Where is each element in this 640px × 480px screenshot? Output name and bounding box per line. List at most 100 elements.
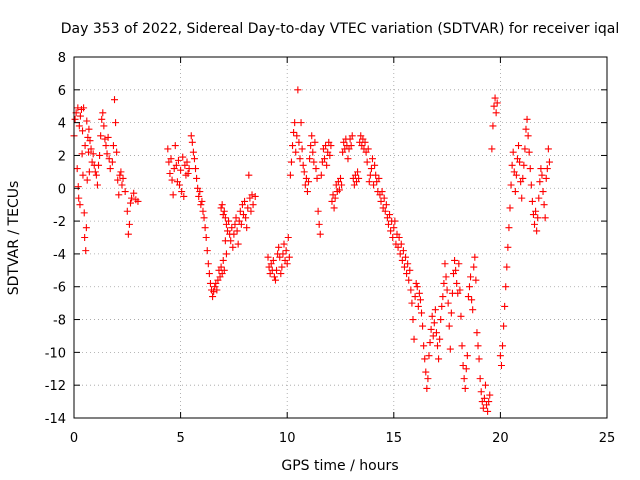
data-point [232, 214, 240, 222]
data-point [100, 122, 108, 130]
data-point [220, 207, 228, 215]
data-point [166, 170, 174, 178]
data-point [213, 286, 221, 294]
data-point [312, 165, 320, 173]
data-point [247, 207, 255, 215]
data-point [335, 186, 343, 194]
data-point [423, 384, 431, 392]
data-point [192, 165, 200, 173]
data-point [308, 132, 316, 140]
data-point [164, 145, 172, 153]
data-point [289, 142, 297, 150]
data-point [536, 178, 544, 186]
data-point [83, 176, 91, 184]
data-point [410, 335, 418, 343]
data-point [429, 332, 437, 340]
data-point [473, 329, 481, 337]
data-point [134, 197, 142, 205]
data-point [269, 256, 277, 264]
y-tick-label: -6 [53, 281, 66, 296]
data-point [545, 158, 553, 166]
data-point [78, 150, 86, 158]
data-point [279, 250, 287, 258]
data-point [398, 256, 406, 264]
data-point [427, 325, 435, 333]
data-point [390, 224, 398, 232]
data-point [486, 391, 494, 399]
y-tick-label: 4 [58, 117, 66, 132]
data-point [197, 201, 205, 209]
y-tick-label: -8 [53, 314, 66, 329]
data-point [490, 102, 498, 110]
data-point [209, 293, 217, 301]
data-point [92, 171, 100, 179]
data-point [425, 352, 433, 360]
plot-frame [73, 56, 608, 419]
data-point [287, 158, 295, 166]
data-point [348, 132, 356, 140]
data-point [80, 104, 88, 112]
data-point [271, 276, 279, 284]
data-point [305, 178, 313, 186]
data-point [436, 335, 444, 343]
data-point [114, 176, 122, 184]
data-point [338, 181, 346, 189]
data-point [528, 197, 536, 205]
data-point [377, 197, 385, 205]
data-point [503, 263, 511, 271]
y-tick-label: -12 [45, 379, 66, 394]
data-point [453, 279, 461, 287]
data-point [174, 156, 182, 164]
data-point [531, 220, 539, 228]
data-point [292, 148, 300, 156]
data-point [245, 171, 253, 179]
data-point [380, 194, 388, 202]
data-point [205, 270, 213, 278]
data-point [408, 299, 416, 307]
data-point [504, 243, 512, 251]
data-point [282, 247, 290, 255]
data-point [221, 214, 229, 222]
data-point [344, 155, 352, 163]
data-point [286, 171, 294, 179]
data-point [177, 166, 185, 174]
data-point [443, 286, 451, 294]
data-point [537, 165, 545, 173]
data-point [222, 250, 230, 258]
data-point [337, 174, 344, 182]
data-point [489, 122, 497, 130]
data-point [315, 220, 323, 228]
data-point [328, 197, 336, 205]
data-point [117, 168, 125, 176]
data-point [294, 86, 302, 94]
data-point [539, 188, 547, 196]
data-point [193, 174, 201, 182]
data-point [508, 161, 516, 169]
y-tick-label: -4 [53, 248, 66, 263]
data-point [102, 142, 110, 150]
x-tick-label: 5 [176, 431, 184, 446]
data-point [169, 191, 177, 199]
data-point [497, 361, 505, 369]
data-point [446, 345, 454, 353]
data-point [190, 155, 198, 163]
data-point [519, 174, 527, 182]
data-point [313, 174, 321, 182]
data-point [527, 181, 535, 189]
data-point [236, 207, 244, 215]
data-point [273, 266, 281, 274]
data-point [535, 194, 543, 202]
data-point [370, 181, 378, 189]
data-point [251, 192, 259, 200]
data-point [407, 286, 415, 294]
data-point [276, 253, 284, 261]
data-point [532, 207, 540, 215]
data-point [511, 188, 519, 196]
data-point [81, 234, 89, 241]
data-point [178, 188, 186, 196]
data-point [406, 266, 414, 274]
data-point [459, 361, 467, 369]
data-point [480, 394, 488, 402]
data-point [75, 194, 83, 202]
